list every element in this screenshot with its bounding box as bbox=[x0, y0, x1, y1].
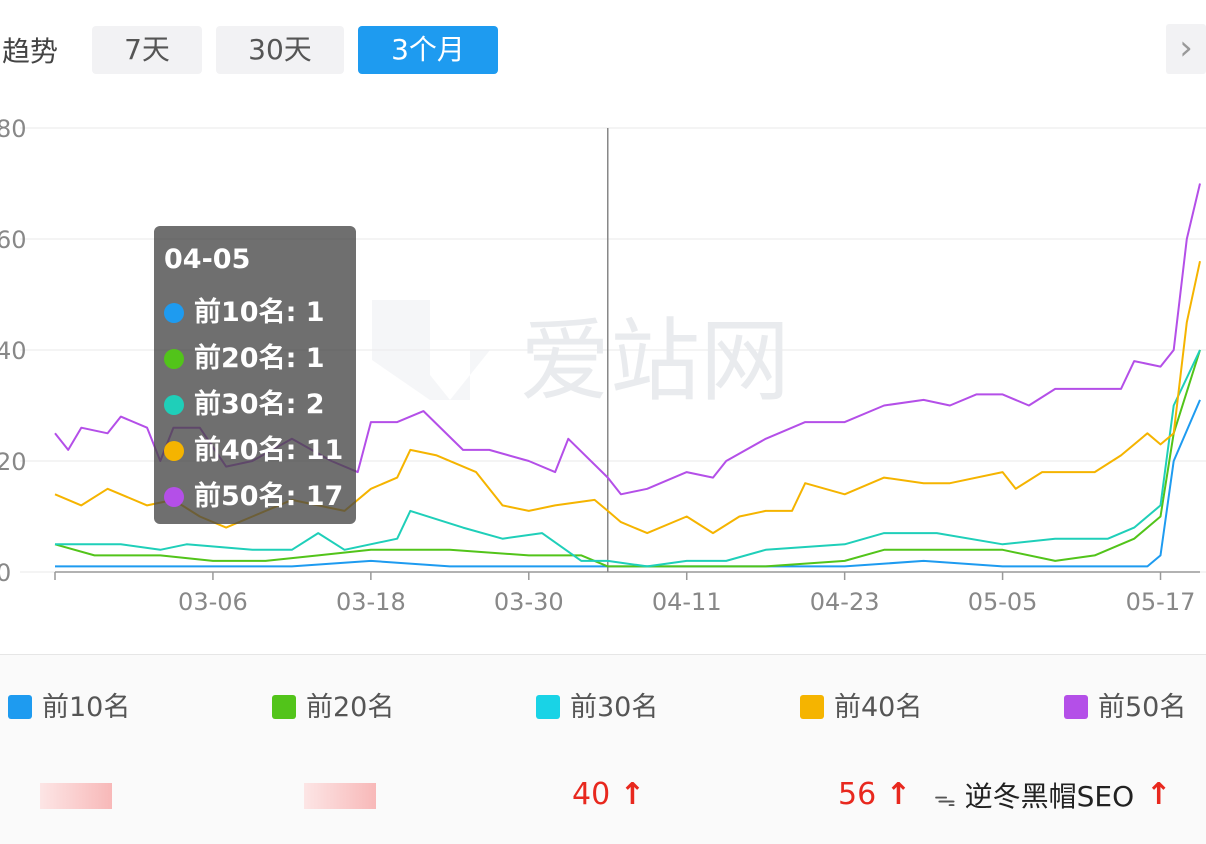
footer-watermark-text: 逆冬黑帽SEO bbox=[964, 780, 1135, 813]
legend-label: 前40名 bbox=[834, 692, 923, 723]
summary-value-top50: ↑ bbox=[1146, 777, 1171, 812]
arrow-up-icon: ↑ bbox=[1146, 777, 1172, 812]
arrow-up-icon: ↑ bbox=[885, 777, 911, 812]
legend-swatch-icon bbox=[8, 695, 32, 719]
tooltip-label: 前20名: 1 bbox=[194, 343, 325, 374]
tooltip-row-top50: 前50名: 17 bbox=[164, 474, 343, 513]
wechat-icon: ᯓ bbox=[934, 787, 956, 812]
x-axis: 03-06 03-18 03-30 04-11 04-23 05-05 05-17 bbox=[54, 571, 1200, 616]
legend-label: 前10名 bbox=[42, 692, 131, 723]
obscured-value bbox=[40, 783, 112, 809]
y-tick-label: 0 bbox=[0, 559, 11, 587]
legend-item-top50[interactable]: 前50名 bbox=[1064, 685, 1186, 724]
legend-item-top10[interactable]: 前10名 bbox=[8, 685, 130, 724]
tab-30-days[interactable]: 30天 bbox=[216, 26, 344, 74]
value-text: 56 bbox=[838, 777, 877, 812]
tooltip-date: 04-05 bbox=[164, 244, 251, 275]
chart-header: 趋势 7天 30天 3个月 › bbox=[0, 0, 1206, 100]
tooltip-label: 前50名: 17 bbox=[194, 481, 344, 512]
x-tick-label: 05-05 bbox=[968, 588, 1038, 616]
value-text: 40 bbox=[572, 777, 611, 812]
series-dot-icon bbox=[164, 441, 184, 461]
chevron-right-icon[interactable]: › bbox=[1166, 24, 1206, 74]
chart-tooltip: 04-05 前10名: 1 前20名: 1 前30名: 2 前40名: 11 前… bbox=[154, 226, 356, 524]
watermark-logo-icon bbox=[372, 300, 490, 400]
y-tick-label: 40 bbox=[0, 337, 27, 365]
tab-3-months[interactable]: 3个月 bbox=[358, 26, 498, 74]
legend-swatch-icon bbox=[272, 695, 296, 719]
series-line-3 bbox=[55, 349, 1201, 568]
tooltip-row-top30: 前30名: 2 bbox=[164, 382, 325, 421]
legend-swatch-icon bbox=[1064, 695, 1088, 719]
chart-legend: 前10名 前20名 前30名 前40名 前50名 bbox=[0, 654, 1206, 748]
series-dot-icon bbox=[164, 487, 184, 507]
section-title: 趋势 bbox=[2, 35, 59, 68]
x-tick-label: 04-23 bbox=[810, 588, 880, 616]
series-dot-icon bbox=[164, 395, 184, 415]
tab-7-days[interactable]: 7天 bbox=[92, 26, 202, 74]
summary-row: 40 ↑ 56 ↑ ↑ ᯓ 逆冬黑帽SEO bbox=[0, 747, 1206, 844]
tooltip-row-top20: 前20名: 1 bbox=[164, 336, 325, 375]
summary-value-top30: 40 ↑ bbox=[572, 777, 645, 812]
x-tick-label: 03-06 bbox=[178, 588, 248, 616]
legend-label: 前30名 bbox=[570, 692, 659, 723]
legend-item-top30[interactable]: 前30名 bbox=[536, 685, 658, 724]
legend-item-top40[interactable]: 前40名 bbox=[800, 685, 922, 724]
obscured-value bbox=[304, 783, 376, 809]
summary-value-top40: 56 ↑ bbox=[838, 777, 911, 812]
legend-label: 前50名 bbox=[1098, 692, 1187, 723]
series-line-2 bbox=[54, 349, 1201, 568]
legend-item-top20[interactable]: 前20名 bbox=[272, 685, 394, 724]
series-dot-icon bbox=[164, 303, 184, 323]
y-tick-label: 20 bbox=[0, 448, 27, 476]
y-tick-label: 60 bbox=[0, 226, 27, 254]
tooltip-row-top10: 前10名: 1 bbox=[164, 290, 325, 329]
watermark-text: 爱站网 bbox=[520, 309, 790, 414]
x-tick-label: 04-11 bbox=[652, 588, 722, 616]
x-tick-label: 03-30 bbox=[494, 588, 564, 616]
legend-swatch-icon bbox=[536, 695, 560, 719]
tooltip-label: 前10名: 1 bbox=[194, 297, 325, 328]
series-dot-icon bbox=[164, 349, 184, 369]
tooltip-label: 前30名: 2 bbox=[194, 389, 325, 420]
legend-swatch-icon bbox=[800, 695, 824, 719]
tooltip-label: 前40名: 11 bbox=[194, 435, 344, 466]
footer-watermark: ᯓ 逆冬黑帽SEO bbox=[934, 775, 1134, 815]
y-tick-label: 80 bbox=[0, 115, 27, 143]
y-axis: 0 20 40 60 80 bbox=[0, 115, 27, 587]
x-tick-label: 03-18 bbox=[336, 588, 406, 616]
legend-label: 前20名 bbox=[306, 692, 395, 723]
tooltip-row-top40: 前40名: 11 bbox=[164, 428, 343, 467]
x-tick-label: 05-17 bbox=[1126, 588, 1196, 616]
arrow-up-icon: ↑ bbox=[619, 777, 645, 812]
